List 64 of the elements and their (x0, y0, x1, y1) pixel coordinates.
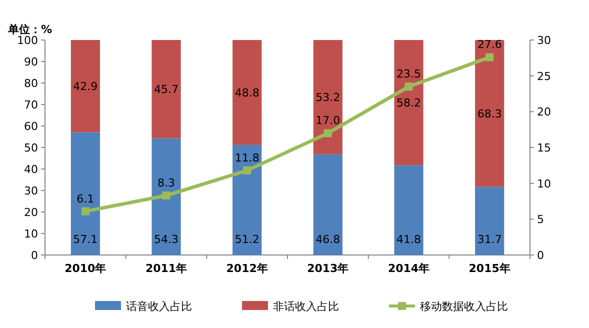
data-label: 68.3 (477, 107, 502, 120)
data-label: 51.2 (234, 233, 260, 246)
bar (232, 40, 262, 145)
y-tick-label: 30 (24, 184, 38, 198)
x-tick-label: 2012年 (226, 262, 268, 275)
bar (394, 165, 424, 255)
y2-tick-label: 20 (537, 106, 551, 119)
x-tick-label: 2010年 (64, 262, 106, 275)
data-label: 11.8 (234, 151, 260, 164)
data-label: 42.9 (73, 80, 98, 94)
point (404, 82, 413, 91)
data-label: 6.1 (76, 192, 94, 206)
y-tick-label: 0 (31, 249, 38, 262)
x-tick-label: 2011年 (145, 262, 188, 275)
y2-tick-label: 0 (537, 249, 544, 262)
data-label: 58.2 (396, 96, 421, 110)
x-tick-label: 2013年 (307, 262, 349, 275)
y2-tick-label: 10 (537, 177, 551, 190)
bar (475, 186, 504, 255)
bar (232, 144, 262, 255)
y2-tick-label: 15 (537, 142, 551, 154)
bar (70, 40, 100, 132)
bar (475, 40, 504, 187)
point (81, 207, 90, 216)
y2-tick-label: 25 (537, 70, 551, 83)
data-label: 8.3 (158, 176, 175, 190)
y-tick-label: 70 (24, 98, 38, 112)
data-label: 23.5 (396, 68, 421, 81)
point (324, 129, 332, 138)
data-label: 45.7 (154, 83, 178, 96)
y-axis-title: 单位：% (7, 23, 52, 36)
y2-tick-label: 30 (537, 34, 551, 47)
legend-label: 移动数据收入占比 (420, 300, 508, 313)
y2-tick-label: 5 (537, 213, 544, 226)
y-tick-label: 90 (24, 56, 38, 68)
bar (70, 132, 100, 255)
bar (313, 154, 342, 255)
legend-label: 话音收入占比 (126, 300, 192, 313)
bar (394, 40, 424, 166)
legend-label: 非话收入占比 (273, 300, 339, 313)
y-tick-label: 20 (24, 206, 38, 219)
x-tick-label: 2015年 (468, 262, 510, 275)
data-label: 46.8 (316, 233, 340, 246)
point (486, 53, 494, 62)
y-tick-label: 80 (24, 77, 38, 90)
data-label: 27.6 (477, 38, 502, 52)
bar (152, 40, 181, 138)
data-label: 54.3 (154, 233, 178, 246)
point (162, 192, 170, 200)
y-tick-label: 100 (17, 34, 38, 47)
point (243, 166, 252, 174)
data-label: 53.2 (316, 91, 340, 104)
y-tick-label: 50 (24, 142, 38, 154)
data-label: 17.0 (316, 114, 340, 128)
y-tick-label: 40 (24, 163, 38, 176)
data-label: 31.7 (477, 233, 502, 246)
bar (313, 40, 342, 154)
data-label: 41.8 (396, 233, 421, 246)
x-tick-label: 2014年 (388, 262, 430, 275)
data-label: 57.1 (73, 233, 98, 246)
bar (152, 138, 181, 255)
y-tick-label: 60 (24, 120, 38, 133)
data-label: 48.8 (234, 86, 260, 100)
y-tick-label: 10 (24, 228, 38, 240)
